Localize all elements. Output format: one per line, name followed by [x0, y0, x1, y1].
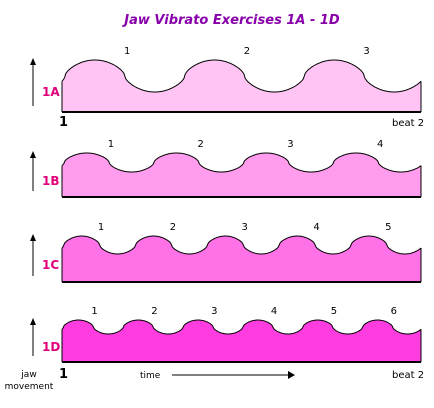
- pulse-number: 6: [391, 306, 397, 317]
- panel-1a: 1 2 3 1A 1 beat 2: [30, 46, 424, 130]
- end-beat-label: beat 2: [392, 118, 424, 129]
- start-beat-label: 1: [59, 367, 68, 382]
- pulse-number: 2: [151, 306, 157, 317]
- wave-fill-1a: [62, 60, 421, 112]
- panels-group: 1 2 3 1A 1 beat 2 1 2 3 4 1B 1 2 3 4 5 1C 1 2 3 4 5 6 1D: [30, 46, 424, 363]
- panel-1c: 1 2 3 4 5 1C: [30, 222, 422, 283]
- panel-label: 1A: [42, 85, 60, 99]
- pulse-number: 4: [377, 139, 383, 150]
- up-arrow-head: [30, 234, 36, 241]
- wave-line-1b: [61, 152, 422, 173]
- pulse-number: 3: [211, 306, 217, 317]
- time-axis-label: time: [140, 371, 161, 381]
- pulse-number: 4: [271, 306, 277, 317]
- diagram-title: Jaw Vibrato Exercises 1A - 1D: [121, 13, 340, 28]
- pulse-number: 3: [363, 46, 369, 57]
- pulse-number: 2: [198, 139, 204, 150]
- panel-1d: 1 2 3 4 5 6 1D: [30, 306, 422, 363]
- wave-line-1a: [61, 59, 422, 93]
- start-beat-label: 1: [59, 115, 68, 130]
- pulse-number: 1: [108, 139, 114, 150]
- wave-fill-1b: [62, 153, 421, 197]
- pulse-number: 2: [244, 46, 250, 57]
- wave-line-1c: [61, 235, 422, 255]
- panel-label: 1B: [42, 174, 60, 188]
- time-arrow: [172, 371, 295, 379]
- up-arrow-head: [30, 58, 36, 65]
- pulse-number: 5: [331, 306, 337, 317]
- y-axis-label-line1: jaw: [20, 370, 36, 380]
- y-axis-label-line2: movement: [5, 382, 54, 392]
- end-beat-label: beat 2: [392, 370, 424, 381]
- pulse-number: 3: [242, 222, 248, 233]
- wave-fill-1c: [62, 236, 421, 282]
- pulse-number: 5: [385, 222, 391, 233]
- panel-label: 1D: [42, 340, 60, 354]
- pulse-number: 3: [287, 139, 293, 150]
- wave-fill-1d: [62, 320, 421, 362]
- pulse-number: 1: [91, 306, 97, 317]
- up-arrow-head: [30, 151, 36, 158]
- pulse-number: 2: [170, 222, 176, 233]
- wave-line-1d: [61, 319, 422, 335]
- panel-label: 1C: [42, 258, 59, 272]
- pulse-number: 1: [98, 222, 104, 233]
- up-arrow-head: [30, 318, 36, 325]
- pulse-number: 4: [313, 222, 319, 233]
- pulse-number: 1: [124, 46, 130, 57]
- panel-1b: 1 2 3 4 1B: [30, 139, 422, 198]
